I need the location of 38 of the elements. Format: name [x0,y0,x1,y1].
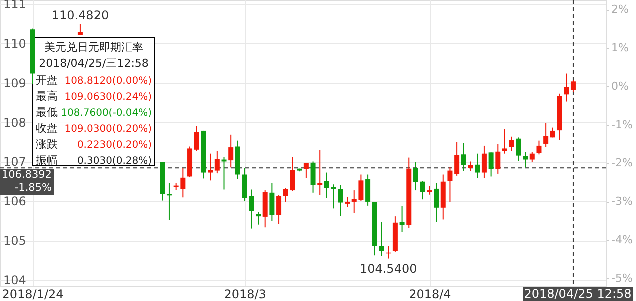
y2-tick-label: -4% [612,233,633,246]
x-tick-label: 2018/1/24 [2,288,64,301]
y-tick-label: 111 [4,0,26,12]
annotation: 涨跌 [36,138,58,151]
y-tick-label: 110 [4,36,26,51]
y2-tick-label: -3% [612,195,633,208]
x-tick-label: 2018/04/25 12:58 [524,287,632,301]
y-tick-label: 108 [4,116,26,130]
y2-tick-label: -1% [612,118,633,132]
annotation: 108.7600(-0.04%) [61,108,152,119]
y2-tick-label: -5% [612,272,633,285]
annotation: 108.8120(0.00%) [64,76,152,87]
annotation: 振幅 [36,154,58,167]
x-tick-label: 2018/3 [224,288,266,301]
annotation: 2018/04/25/三12:58 [39,57,149,70]
annotation: 0.2230(0.20%) [77,140,152,151]
y-tick-label: 105 [4,234,26,248]
annotation: 最高 [36,90,58,103]
annotation: 109.0300(0.20%) [64,124,152,135]
annotation: 收盘 [36,122,58,135]
annotation: 104.5400 [360,262,418,276]
text: 美元兑日元即期汇率 [44,41,144,54]
y2-tick-label: 1% [612,41,629,54]
ref-line-label: 106.8392 [2,169,52,182]
y-tick-label: 109 [4,76,26,90]
y2-tick-label: -2% [612,156,633,170]
annotation: 最低 [36,106,58,119]
y2-tick-label: 2% [612,3,629,16]
annotation: 0.3030(0.28%) [77,156,152,167]
x-tick-label: 2018/4 [409,288,452,301]
y-tick-label: 104 [4,274,26,288]
annotation: 110.4820 [52,8,110,22]
annotation: 开盘 [36,74,58,87]
annotation: 109.0630(0.24%) [64,92,152,103]
y2-tick-label: 0% [612,80,629,93]
annotation: -1.85% [14,182,52,194]
y-tick-label: 107 [4,155,26,170]
y-tick-label: 106 [4,194,26,209]
